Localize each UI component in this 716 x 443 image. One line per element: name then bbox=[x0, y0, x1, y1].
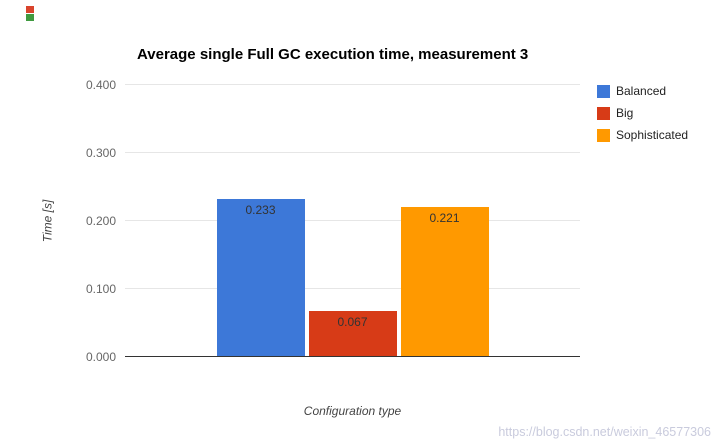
legend: Balanced Big Sophisticated bbox=[597, 84, 688, 150]
bar-balanced: 0.233 bbox=[216, 198, 305, 357]
bar-value-label: 0.221 bbox=[429, 210, 460, 225]
legend-swatch bbox=[597, 106, 610, 120]
plot-area: 0.233 0.067 0.221 bbox=[125, 84, 580, 357]
bars-group: 0.233 0.067 0.221 bbox=[125, 85, 580, 357]
y-tick-label: 0.100 bbox=[85, 282, 116, 296]
legend-item-balanced: Balanced bbox=[597, 84, 688, 98]
watermark-text: https://blog.csdn.net/weixin_46577306 bbox=[498, 425, 711, 439]
gridline bbox=[125, 220, 580, 221]
legend-label: Balanced bbox=[616, 84, 667, 98]
bar-sophisticated: 0.221 bbox=[400, 206, 489, 357]
legend-item-big: Big bbox=[597, 106, 688, 120]
gridline bbox=[125, 152, 580, 153]
chart-title: Average single Full GC execution time, m… bbox=[137, 46, 529, 63]
y-tick-label: 0.400 bbox=[85, 78, 116, 92]
artifact-red-dot bbox=[26, 6, 34, 13]
x-axis-line bbox=[125, 356, 580, 357]
y-tick-label: 0.000 bbox=[85, 350, 116, 364]
legend-swatch bbox=[597, 128, 610, 142]
y-axis-ticks: 0.000 0.100 0.200 0.300 0.400 bbox=[52, 78, 116, 364]
artifact-green-dot bbox=[26, 14, 34, 21]
x-axis-title: Configuration type bbox=[303, 404, 402, 418]
gridline bbox=[125, 288, 580, 289]
y-tick-label: 0.300 bbox=[85, 146, 116, 160]
bar-value-label: 0.067 bbox=[337, 315, 368, 330]
gridline bbox=[125, 84, 580, 85]
legend-swatch bbox=[597, 84, 610, 98]
legend-item-sophisticated: Sophisticated bbox=[597, 128, 688, 142]
legend-label: Big bbox=[616, 106, 634, 120]
legend-label: Sophisticated bbox=[616, 128, 689, 142]
bar-big: 0.067 bbox=[308, 311, 397, 357]
y-tick-label: 0.200 bbox=[85, 214, 116, 228]
bar-value-label: 0.233 bbox=[245, 202, 276, 217]
